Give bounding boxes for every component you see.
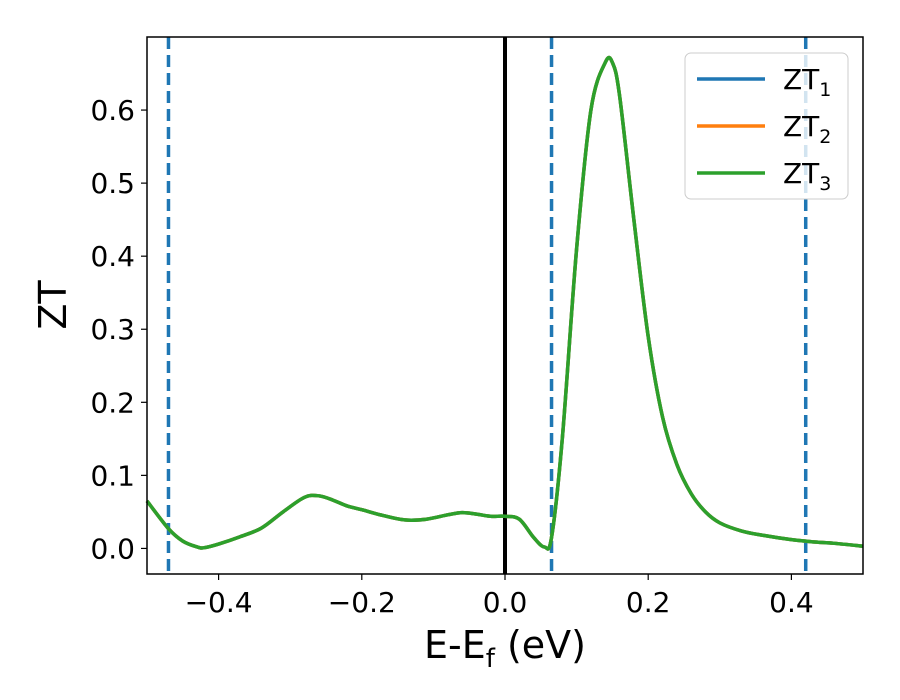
y-tick-label: 0.5 bbox=[90, 167, 135, 200]
y-tick-label: 0.2 bbox=[90, 386, 135, 419]
x-axis-ticks: −0.4 −0.2 0.0 0.2 0.4 bbox=[185, 574, 814, 619]
legend-box bbox=[684, 52, 849, 200]
x-tick-label: 0.0 bbox=[483, 586, 528, 619]
x-tick-label: −0.4 bbox=[185, 586, 253, 619]
y-tick-label: 0.4 bbox=[90, 240, 135, 273]
legend-label-zt3: ZT3 bbox=[783, 157, 831, 195]
y-axis-ticks: 0.0 0.1 0.2 0.3 0.4 0.5 0.6 bbox=[90, 94, 147, 565]
y-tick-label: 0.3 bbox=[90, 313, 135, 346]
legend: ZT1 ZT2 ZT3 bbox=[684, 52, 849, 200]
y-tick-label: 0.6 bbox=[90, 94, 135, 127]
x-tick-label: 0.2 bbox=[626, 586, 671, 619]
y-tick-label: 0.0 bbox=[90, 532, 135, 565]
y-tick-label: 0.1 bbox=[90, 459, 135, 492]
series-lines bbox=[145, 55, 864, 551]
x-axis-label: E-Ef (eV) bbox=[424, 623, 586, 674]
series-line-zt3 bbox=[145, 55, 864, 551]
y-axis-label: ZT bbox=[31, 280, 75, 330]
x-tick-label: −0.2 bbox=[328, 586, 396, 619]
x-tick-label: 0.4 bbox=[769, 586, 814, 619]
reference-lines bbox=[166, 37, 808, 574]
legend-label-zt2: ZT2 bbox=[783, 110, 831, 148]
legend-label-zt1: ZT1 bbox=[783, 63, 831, 101]
